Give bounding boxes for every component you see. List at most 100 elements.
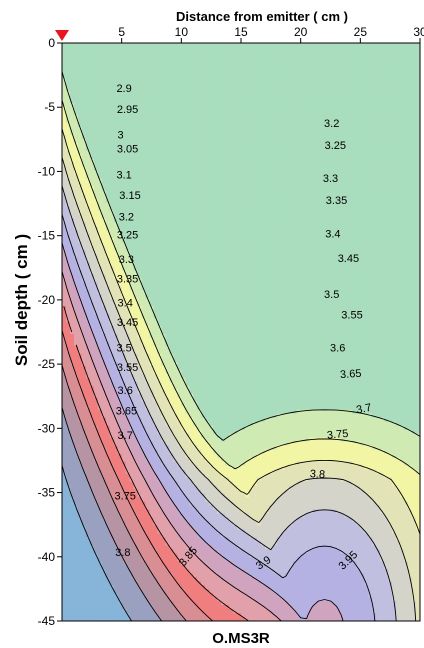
band-cell: [113, 238, 119, 243]
band-cell: [85, 302, 91, 307]
band-cell: [189, 485, 194, 491]
band-cell: [121, 158, 127, 164]
band-cell: [77, 537, 83, 542]
band-cell: [153, 206, 159, 212]
band-cell: [105, 485, 111, 491]
band-cell: [125, 326, 131, 331]
band-cell: [141, 413, 147, 419]
band-cell: [185, 150, 190, 156]
band-cell: [121, 258, 127, 263]
band-cell: [109, 214, 115, 219]
band-cell: [109, 102, 115, 108]
band-cell: [177, 54, 182, 60]
band-cell: [173, 194, 178, 200]
band-cell: [117, 581, 123, 586]
band-cell: [105, 146, 111, 152]
band-cell: [177, 601, 182, 606]
band-cell: [97, 337, 103, 343]
band-cell: [109, 605, 115, 610]
band-cell: [193, 477, 198, 483]
band-cell: [113, 130, 119, 136]
band-cell: [121, 565, 127, 570]
band-cell: [193, 541, 198, 546]
band-cell: [137, 477, 143, 483]
band-cell: [189, 533, 194, 538]
band-cell: [185, 106, 190, 112]
band-cell: [109, 433, 115, 439]
band-cell: [169, 202, 174, 208]
band-cell: [161, 617, 167, 621]
band-cell: [173, 242, 178, 247]
band-cell: [161, 174, 167, 180]
band-cell: [197, 46, 202, 52]
band-cell: [105, 573, 111, 578]
band-cell: [81, 513, 87, 518]
band-cell: [89, 509, 95, 514]
band-cell: [89, 349, 95, 355]
band-cell: [157, 341, 163, 347]
band-cell: [81, 505, 87, 510]
band-cell: [185, 98, 190, 104]
band-cell: [173, 138, 178, 144]
band-cell: [181, 222, 186, 227]
band-cell: [153, 226, 159, 231]
band-cell: [125, 553, 131, 558]
band-cell: [117, 122, 123, 128]
band-cell: [149, 585, 155, 590]
band-cell: [85, 230, 91, 235]
band-cell: [77, 74, 83, 80]
band-cell: [153, 613, 159, 618]
band-cell: [193, 569, 198, 574]
band-cell: [89, 222, 95, 227]
band-cell: [121, 294, 127, 299]
band-cell: [73, 393, 79, 399]
band-cell: [81, 162, 87, 168]
band-cell: [157, 573, 163, 578]
band-cell: [125, 609, 131, 614]
band-cell: [101, 126, 107, 132]
band-cell: [173, 549, 178, 554]
band-cell: [73, 166, 79, 172]
band-cell: [181, 481, 186, 487]
band-cell: [145, 278, 151, 283]
band-cell: [193, 561, 198, 566]
band-cell: [121, 609, 127, 614]
band-cell: [141, 433, 147, 439]
band-cell: [69, 617, 75, 621]
band-cell: [189, 122, 194, 128]
band-cell: [169, 330, 174, 335]
band-cell: [121, 401, 127, 407]
band-cell: [165, 345, 170, 351]
band-cell: [105, 417, 111, 423]
band-cell: [161, 310, 167, 315]
band-cell: [145, 274, 151, 279]
band-cell: [181, 314, 186, 319]
band-cell: [113, 513, 119, 518]
band-cell: [197, 74, 202, 80]
band-cell: [177, 94, 182, 100]
band-cell: [73, 385, 79, 391]
band-cell: [97, 182, 103, 188]
band-cell: [97, 122, 103, 128]
band-cell: [133, 262, 139, 267]
band-cell: [93, 234, 99, 239]
band-cell: [157, 186, 163, 192]
band-cell: [69, 541, 75, 546]
band-cell: [65, 130, 71, 136]
band-cell: [73, 485, 79, 491]
band-cell: [141, 190, 147, 196]
band-cell: [65, 601, 71, 606]
band-cell: [145, 78, 151, 84]
band-cell: [117, 533, 123, 538]
band-cell: [81, 74, 87, 80]
band-cell: [161, 286, 167, 291]
band-cell: [109, 373, 115, 379]
band-cell: [89, 561, 95, 566]
band-cell: [62, 609, 67, 614]
band-cell: [85, 469, 91, 475]
band-cell: [165, 226, 170, 231]
band-cell: [137, 517, 143, 522]
band-cell: [85, 178, 91, 184]
band-cell: [97, 270, 103, 275]
band-cell: [125, 489, 131, 495]
